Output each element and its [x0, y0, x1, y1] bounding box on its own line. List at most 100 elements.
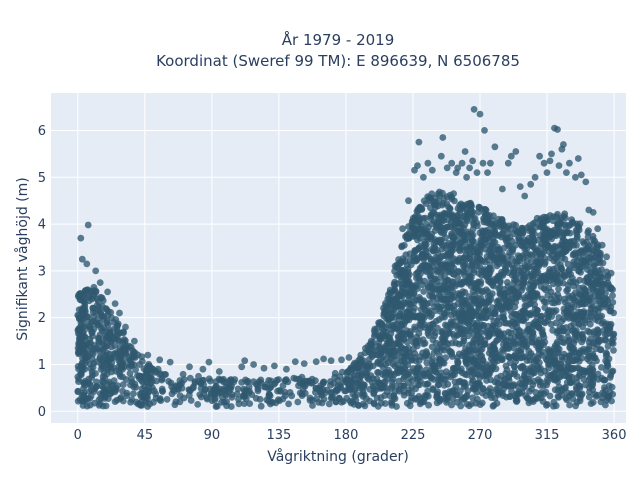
- data-point: [556, 220, 564, 227]
- data-point: [583, 266, 591, 273]
- data-point: [397, 367, 405, 375]
- x-tick-label: 135: [267, 428, 292, 443]
- data-point: [436, 188, 443, 196]
- data-point: [414, 368, 421, 376]
- data-point: [102, 392, 110, 399]
- data-point: [600, 376, 608, 384]
- data-point: [449, 214, 457, 222]
- outlier-point: [527, 180, 535, 188]
- data-point: [477, 363, 485, 371]
- data-point: [549, 358, 556, 366]
- data-point: [583, 245, 591, 253]
- data-point: [557, 372, 564, 380]
- data-point: [97, 310, 105, 317]
- data-point: [95, 297, 102, 305]
- data-point: [443, 396, 451, 404]
- data-point: [332, 388, 340, 396]
- data-point: [93, 378, 100, 386]
- data-point: [380, 364, 387, 372]
- data-point: [89, 304, 97, 312]
- outlier-point: [499, 185, 506, 193]
- data-point: [521, 296, 529, 303]
- data-point: [384, 321, 392, 329]
- data-point: [573, 235, 581, 243]
- data-point: [230, 378, 238, 386]
- data-point: [529, 281, 537, 289]
- data-point: [473, 327, 481, 335]
- data-point: [595, 329, 602, 337]
- data-point: [401, 345, 409, 353]
- data-point: [487, 296, 495, 303]
- data-point: [104, 333, 111, 340]
- data-point: [163, 396, 171, 403]
- data-point: [102, 402, 110, 410]
- data-point: [532, 341, 540, 349]
- data-point: [228, 391, 236, 398]
- data-point: [345, 386, 353, 393]
- data-point: [207, 390, 215, 397]
- data-point: [490, 344, 498, 352]
- data-point: [503, 342, 511, 350]
- data-point: [490, 401, 498, 409]
- data-point: [586, 320, 594, 328]
- data-point: [156, 395, 164, 402]
- data-point: [513, 390, 521, 398]
- data-point: [390, 392, 398, 400]
- data-point: [497, 253, 505, 260]
- data-point: [413, 312, 421, 320]
- data-point: [417, 398, 425, 406]
- outlier-point: [540, 159, 548, 167]
- data-point: [446, 295, 454, 303]
- data-point: [550, 376, 558, 384]
- data-point: [412, 281, 420, 288]
- data-point: [412, 247, 420, 255]
- data-point: [351, 385, 359, 393]
- data-point: [107, 364, 115, 372]
- x-tick-label: 360: [602, 428, 627, 443]
- data-point: [226, 384, 234, 391]
- x-axis-title: Vågriktning (grader): [267, 448, 409, 465]
- data-point: [507, 329, 514, 337]
- outlier-point: [327, 357, 335, 365]
- data-point: [400, 382, 408, 390]
- outlier-point: [92, 267, 100, 275]
- data-point: [87, 392, 95, 400]
- data-point: [461, 221, 469, 229]
- data-point: [539, 330, 547, 338]
- data-point: [491, 308, 499, 316]
- data-point: [185, 391, 193, 399]
- data-point: [475, 381, 483, 389]
- data-point: [603, 362, 611, 369]
- data-point: [370, 390, 378, 398]
- data-point: [75, 340, 83, 348]
- data-point: [487, 376, 495, 384]
- outlier-point: [448, 159, 456, 167]
- data-point: [496, 283, 504, 291]
- data-point: [114, 382, 121, 389]
- data-point: [432, 368, 440, 376]
- data-point: [206, 377, 214, 385]
- data-point: [525, 353, 533, 361]
- data-point: [447, 241, 455, 249]
- data-point: [506, 242, 514, 249]
- x-axis-ticks: 0 45 90 135 180 225 270 315 360: [74, 428, 627, 443]
- data-point: [424, 330, 432, 337]
- data-point: [540, 234, 548, 242]
- data-point: [479, 287, 486, 295]
- data-point: [255, 378, 263, 385]
- data-point: [532, 389, 540, 396]
- data-point: [449, 288, 457, 296]
- data-point: [282, 376, 290, 383]
- data-point: [400, 359, 407, 366]
- data-point: [488, 326, 495, 334]
- data-point: [521, 261, 529, 269]
- data-point: [414, 381, 422, 389]
- data-point: [171, 401, 179, 409]
- data-point: [172, 383, 180, 391]
- data-point: [277, 388, 284, 395]
- data-point: [452, 383, 460, 390]
- data-point: [563, 287, 570, 295]
- data-point: [245, 383, 253, 390]
- data-point: [437, 273, 445, 281]
- data-point: [508, 255, 516, 262]
